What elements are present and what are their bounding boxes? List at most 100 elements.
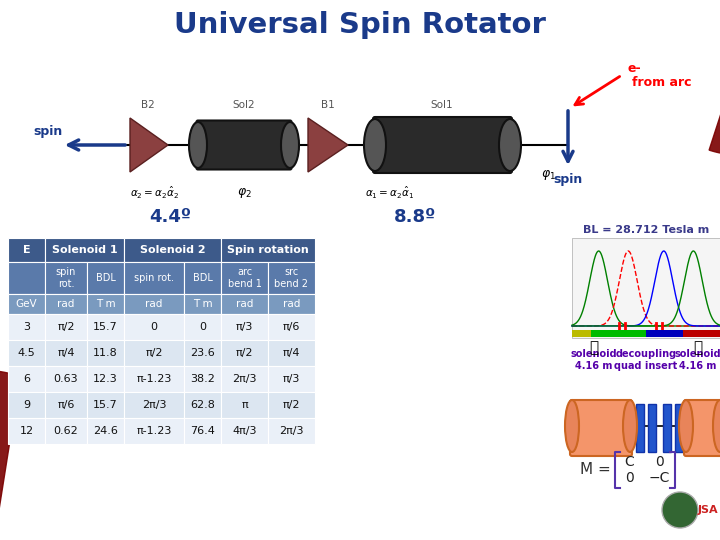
Text: spin: spin: [33, 125, 63, 138]
Ellipse shape: [189, 122, 207, 168]
FancyBboxPatch shape: [268, 262, 315, 294]
FancyBboxPatch shape: [268, 314, 315, 340]
Text: 8.8º: 8.8º: [394, 208, 436, 226]
Text: ⏞: ⏞: [590, 341, 598, 355]
FancyBboxPatch shape: [8, 392, 45, 418]
FancyBboxPatch shape: [87, 294, 124, 314]
Text: C: C: [624, 455, 634, 469]
Text: rad: rad: [283, 299, 300, 309]
Text: 76.4: 76.4: [190, 426, 215, 436]
Text: Sol2: Sol2: [233, 100, 256, 110]
Text: π-1.23: π-1.23: [136, 374, 171, 384]
FancyBboxPatch shape: [221, 238, 315, 262]
Ellipse shape: [623, 400, 637, 452]
Text: Universal Spin Rotator: Universal Spin Rotator: [174, 11, 546, 39]
Ellipse shape: [499, 119, 521, 171]
FancyBboxPatch shape: [590, 330, 609, 337]
Text: solenoid
4.16 m: solenoid 4.16 m: [571, 349, 617, 371]
Text: rad: rad: [58, 299, 75, 309]
FancyBboxPatch shape: [221, 262, 268, 294]
FancyBboxPatch shape: [221, 340, 268, 366]
FancyBboxPatch shape: [184, 366, 221, 392]
FancyBboxPatch shape: [197, 120, 292, 170]
FancyBboxPatch shape: [124, 238, 221, 262]
FancyBboxPatch shape: [8, 238, 45, 262]
Text: π/4: π/4: [283, 348, 300, 358]
Text: $\alpha_2 = \alpha_2\hat{\alpha}_2$: $\alpha_2 = \alpha_2\hat{\alpha}_2$: [130, 185, 179, 201]
FancyBboxPatch shape: [184, 392, 221, 418]
Text: 12: 12: [19, 426, 34, 436]
FancyBboxPatch shape: [684, 400, 720, 456]
Text: spin: spin: [554, 173, 582, 186]
Text: π/3: π/3: [283, 374, 300, 384]
FancyBboxPatch shape: [636, 404, 644, 452]
Text: ⏞: ⏞: [693, 341, 703, 355]
FancyBboxPatch shape: [8, 418, 45, 444]
Text: Spin rotation: Spin rotation: [227, 245, 309, 255]
Text: π/3: π/3: [236, 322, 253, 332]
FancyBboxPatch shape: [701, 330, 720, 337]
FancyBboxPatch shape: [683, 330, 701, 337]
FancyBboxPatch shape: [124, 366, 184, 392]
FancyBboxPatch shape: [184, 340, 221, 366]
FancyBboxPatch shape: [124, 418, 184, 444]
FancyBboxPatch shape: [268, 294, 315, 314]
Text: $\varphi_1$: $\varphi_1$: [541, 168, 556, 182]
FancyBboxPatch shape: [87, 366, 124, 392]
FancyBboxPatch shape: [45, 262, 87, 294]
Text: e-: e-: [628, 62, 642, 75]
FancyBboxPatch shape: [124, 294, 184, 314]
Text: 38.2: 38.2: [190, 374, 215, 384]
FancyBboxPatch shape: [87, 262, 124, 294]
FancyBboxPatch shape: [646, 330, 665, 337]
Text: 15.7: 15.7: [93, 400, 118, 410]
FancyBboxPatch shape: [663, 404, 671, 452]
Text: π/2: π/2: [58, 322, 75, 332]
FancyBboxPatch shape: [221, 418, 268, 444]
FancyBboxPatch shape: [628, 330, 646, 337]
Text: π: π: [241, 400, 248, 410]
FancyBboxPatch shape: [45, 418, 87, 444]
Text: −C: −C: [648, 471, 670, 485]
FancyBboxPatch shape: [45, 340, 87, 366]
FancyBboxPatch shape: [45, 238, 124, 262]
Text: 12.3: 12.3: [93, 374, 118, 384]
FancyBboxPatch shape: [124, 262, 184, 294]
Text: solenoid
4.16 m: solenoid 4.16 m: [675, 349, 720, 371]
FancyBboxPatch shape: [8, 366, 45, 392]
Text: JSA: JSA: [698, 505, 719, 515]
FancyBboxPatch shape: [87, 314, 124, 340]
Text: 4.5: 4.5: [17, 348, 35, 358]
Text: arc
bend 1: arc bend 1: [228, 267, 261, 289]
Text: rad: rad: [145, 299, 163, 309]
Text: src
bend 2: src bend 2: [274, 267, 308, 289]
FancyBboxPatch shape: [268, 392, 315, 418]
Text: 4π/3: 4π/3: [233, 426, 257, 436]
Text: from arc: from arc: [632, 76, 691, 89]
Text: 2π/3: 2π/3: [279, 426, 304, 436]
Text: E: E: [23, 245, 30, 255]
Text: 0: 0: [625, 471, 634, 485]
Text: M =: M =: [580, 462, 611, 477]
FancyBboxPatch shape: [609, 330, 628, 337]
Ellipse shape: [679, 400, 693, 452]
FancyBboxPatch shape: [45, 314, 87, 340]
Text: 0.62: 0.62: [53, 426, 78, 436]
FancyBboxPatch shape: [675, 404, 683, 452]
Text: spin
rot.: spin rot.: [56, 267, 76, 289]
Text: 2π/3: 2π/3: [142, 400, 166, 410]
Ellipse shape: [364, 119, 386, 171]
FancyBboxPatch shape: [373, 117, 512, 173]
FancyBboxPatch shape: [45, 294, 87, 314]
Polygon shape: [709, 0, 720, 155]
Text: B1: B1: [321, 100, 335, 110]
Text: Solenoid 1: Solenoid 1: [52, 245, 117, 255]
FancyBboxPatch shape: [184, 262, 221, 294]
FancyBboxPatch shape: [8, 262, 45, 294]
FancyBboxPatch shape: [184, 418, 221, 444]
FancyBboxPatch shape: [268, 366, 315, 392]
Text: 24.6: 24.6: [93, 426, 118, 436]
Ellipse shape: [713, 400, 720, 452]
Text: rad: rad: [236, 299, 253, 309]
Text: GeV: GeV: [16, 299, 37, 309]
